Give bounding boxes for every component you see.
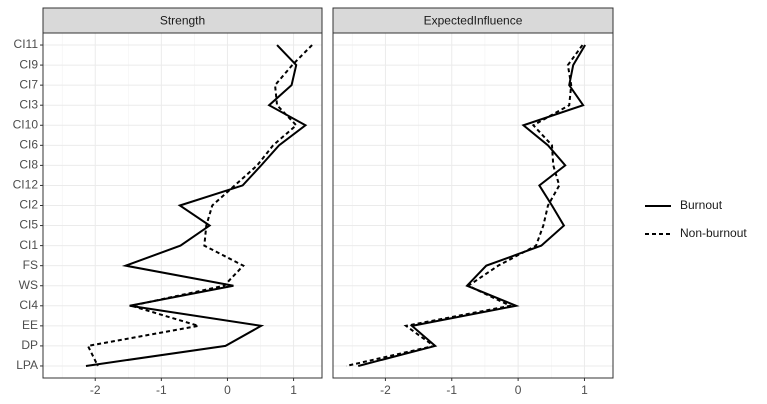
y-tick-label: LPA <box>16 358 38 372</box>
legend-label: Non-burnout <box>680 226 747 240</box>
series-line <box>85 44 308 367</box>
y-tick-label: WS <box>19 278 38 292</box>
y-tick-label: CI9 <box>19 57 38 71</box>
x-tick-label: -1 <box>156 383 167 397</box>
strip <box>42 7 323 34</box>
series-line <box>357 44 586 367</box>
x-tick-label: -2 <box>380 383 391 397</box>
x-tick-label: -1 <box>446 383 457 397</box>
strip <box>332 7 614 34</box>
legend-label: Burnout <box>680 198 723 212</box>
y-tick-label: CI8 <box>19 158 38 172</box>
y-tick-label: CI5 <box>19 218 38 232</box>
x-tick-label: 0 <box>224 383 231 397</box>
y-tick-label: CI6 <box>19 137 38 151</box>
y-tick-label: CI12 <box>13 178 39 192</box>
y-tick-label: CI3 <box>19 97 38 111</box>
y-tick-label: CI1 <box>19 238 38 252</box>
y-tick-label: CI10 <box>13 117 39 131</box>
y-tick-label: FS <box>23 258 38 272</box>
y-tick-label: CI2 <box>19 198 38 212</box>
series-line <box>86 44 313 367</box>
x-tick-label: 1 <box>581 383 588 397</box>
strip-label: ExpectedInfluence <box>424 14 523 28</box>
x-tick-label: 1 <box>290 383 297 397</box>
y-tick-label: EE <box>22 318 38 332</box>
series-line <box>346 44 584 367</box>
y-tick-label: DP <box>21 338 38 352</box>
x-tick-label: 0 <box>515 383 522 397</box>
y-tick-label: CI7 <box>19 77 38 91</box>
y-tick-label: CI11 <box>14 37 39 51</box>
x-tick-label: -2 <box>90 383 101 397</box>
y-tick-label: CI4 <box>19 298 38 312</box>
strip-label: Strength <box>160 14 205 28</box>
